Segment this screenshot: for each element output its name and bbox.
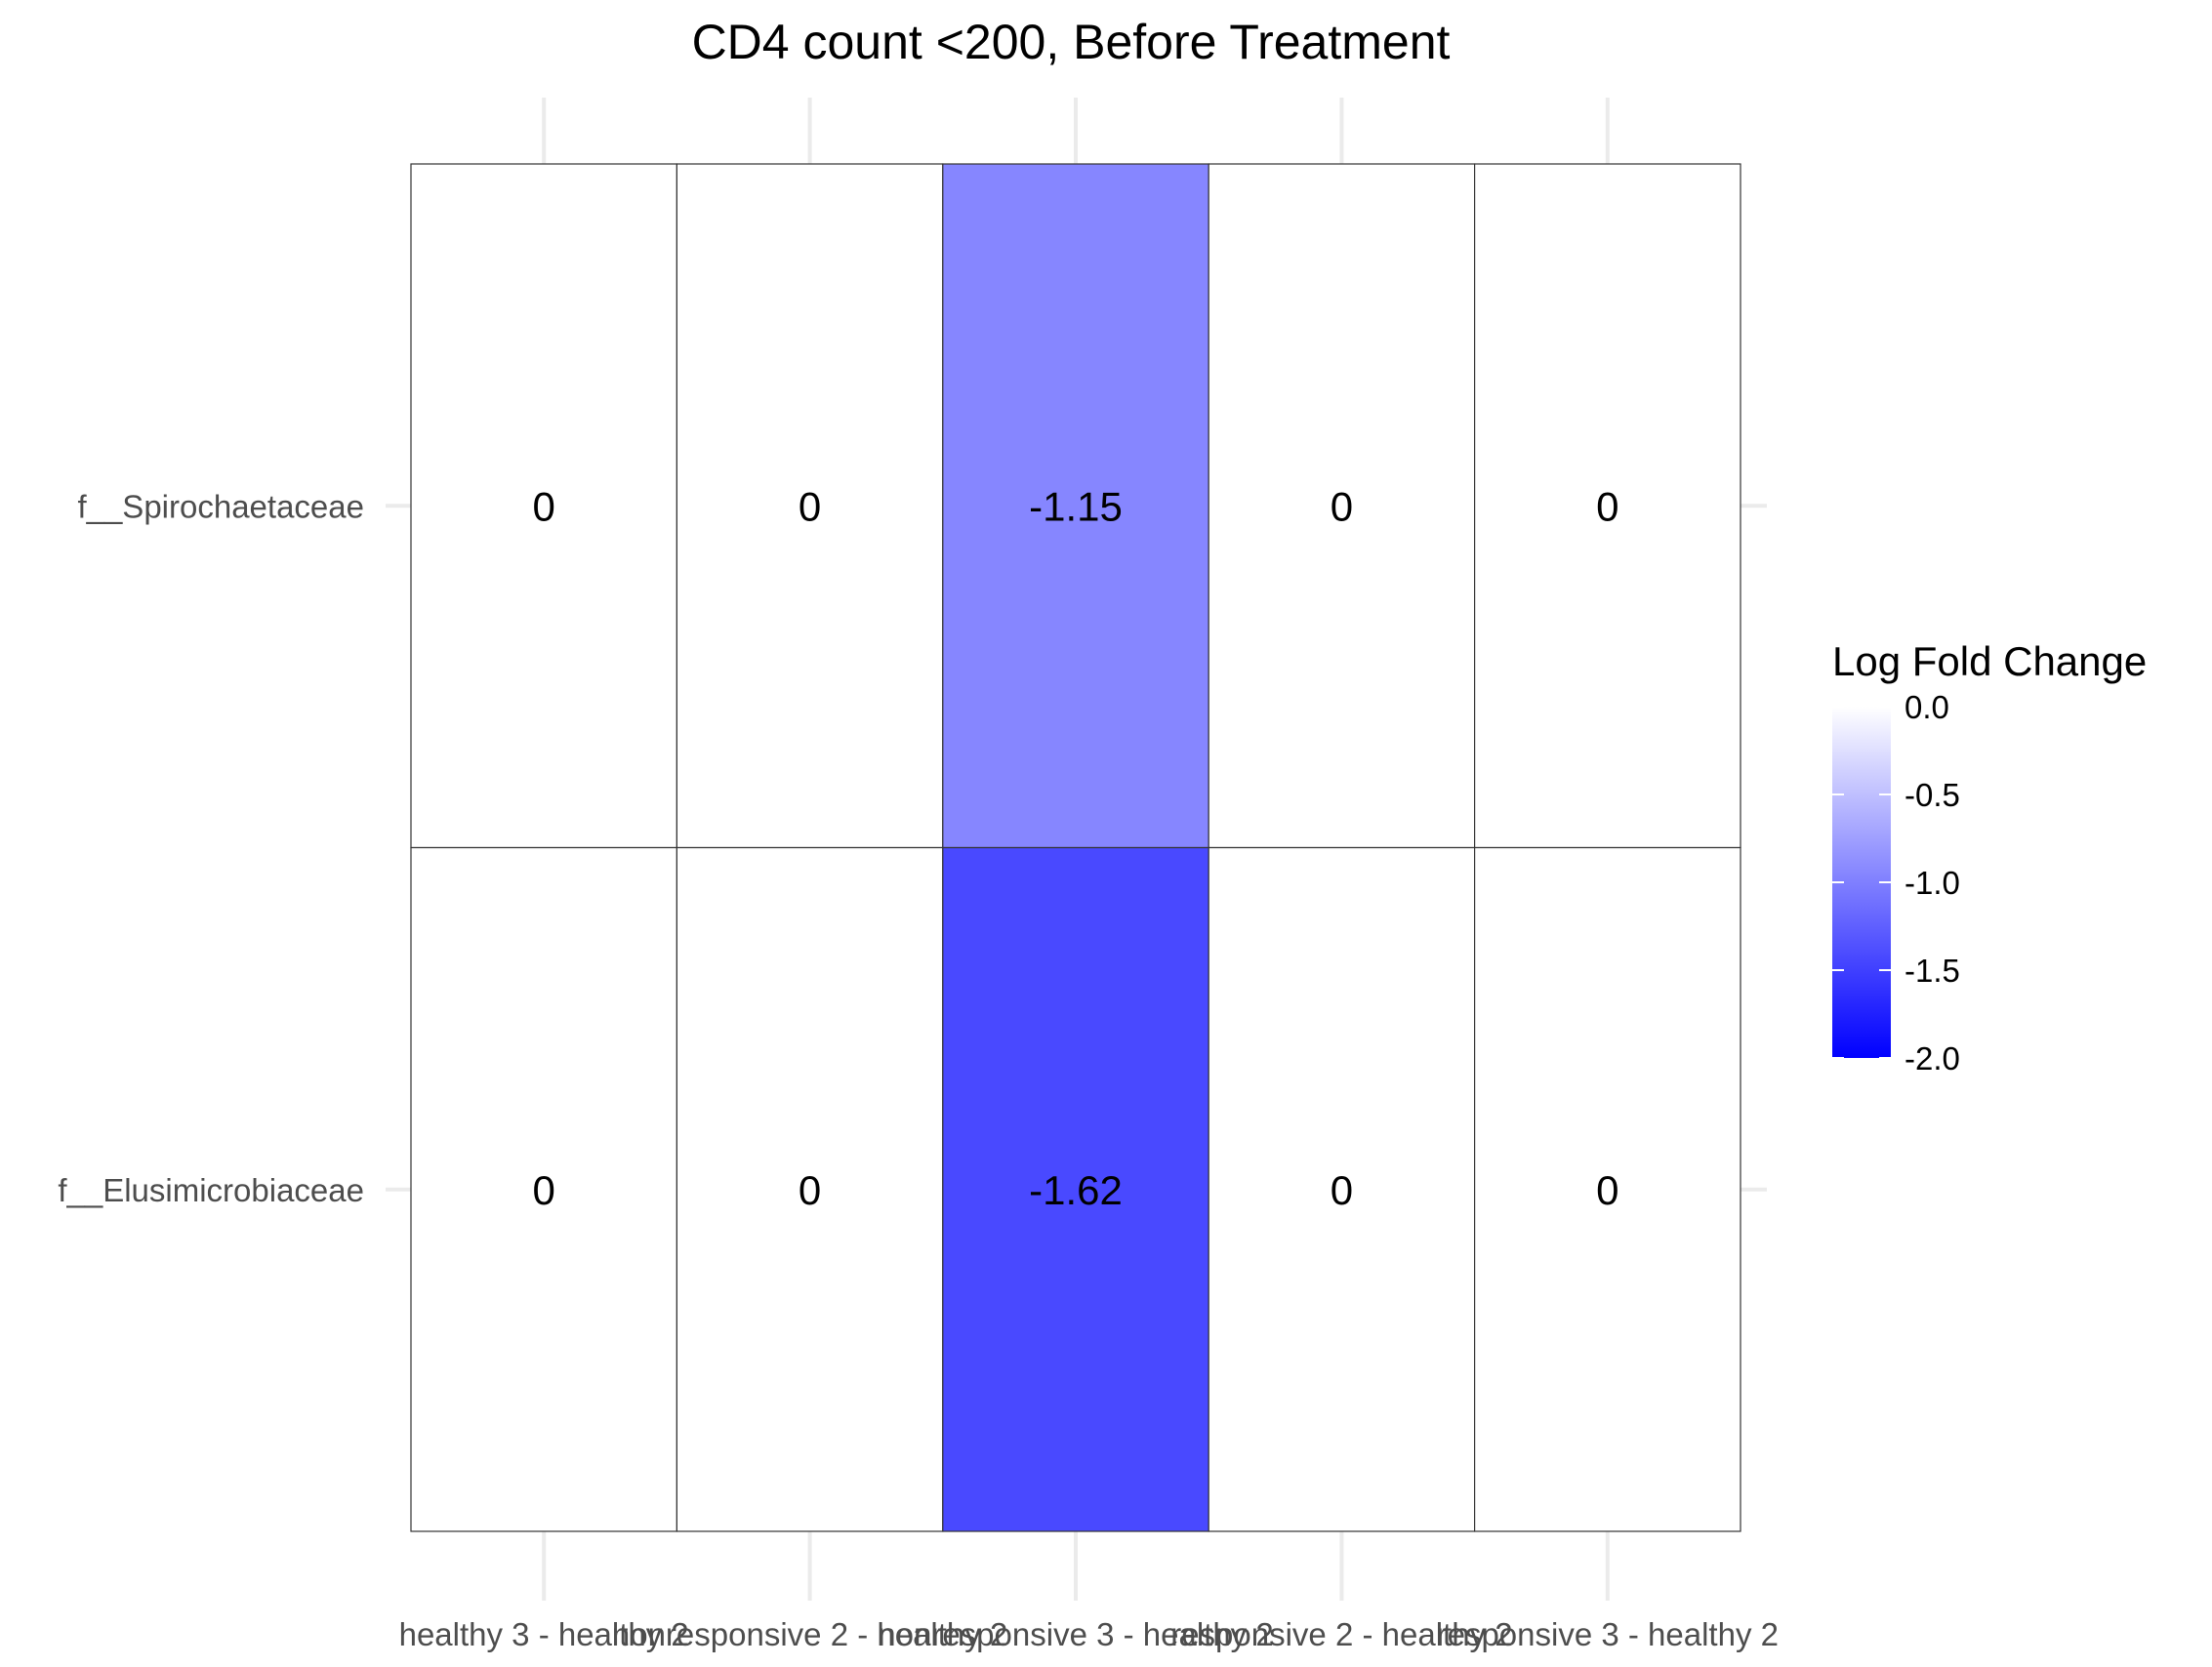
cell-value-label: 0 [1331,1167,1353,1213]
legend-title: Log Fold Change [1832,638,2147,684]
cell-value-label: 0 [1596,483,1618,529]
y-tick-label: f__Spirochaetaceae [77,488,364,524]
cell-value-label: 0 [533,483,555,529]
heatmap-cells [411,164,1741,1531]
cell-value-label: 0 [799,1167,821,1213]
cell-value-label: 0 [1596,1167,1618,1213]
cell-value-label: -1.62 [1029,1167,1123,1213]
cell-value-label: 0 [799,483,821,529]
y-axis: f__Spirochaetaceae f__Elusimicrobiaceae [58,488,364,1208]
legend-tick-label: -1.5 [1905,953,1960,989]
cell-value-label: -1.15 [1029,483,1123,529]
cell-value-label: 0 [533,1167,555,1213]
legend-tick-label: -1.0 [1905,865,1960,901]
chart-title: CD4 count <200, Before Treatment [692,15,1451,69]
x-tick-label: responsive 3 - healthy 2 [1437,1616,1779,1652]
legend-tick-label: 0.0 [1905,689,1949,725]
legend-tick-label: -0.5 [1905,777,1960,813]
y-tick-label: f__Elusimicrobiaceae [58,1172,364,1208]
legend: Log Fold Change 0.0 -0.5 -1.0 -1.5 -2.0 [1832,638,2147,1077]
legend-tick-label: -2.0 [1905,1040,1960,1077]
cell-value-label: 0 [1331,483,1353,529]
